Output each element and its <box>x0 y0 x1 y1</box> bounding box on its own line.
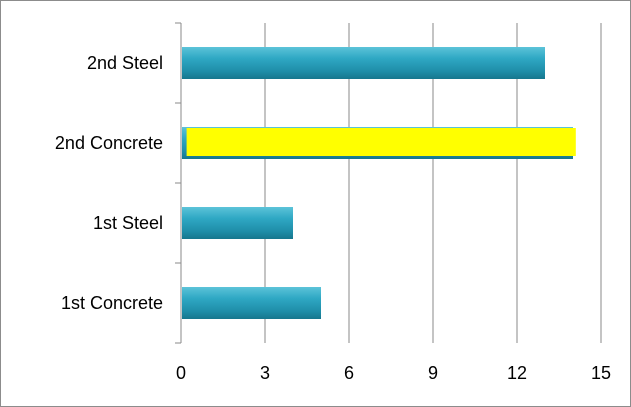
x-tick-label: 3 <box>260 363 270 383</box>
tick-labels: 2nd Steel 2nd Concrete 1st Steel 1st Concre… <box>55 53 611 383</box>
y-tick-label: 2nd Concrete <box>55 133 163 153</box>
y-tick-label: 2nd Steel <box>87 53 163 73</box>
highlight-overlay <box>186 128 576 156</box>
bar-1st-concrete <box>182 287 321 319</box>
x-tick-label: 15 <box>591 363 611 383</box>
x-tick-label: 0 <box>176 363 186 383</box>
x-tick-label: 6 <box>344 363 354 383</box>
bars <box>182 47 576 319</box>
bar-1st-steel <box>182 207 293 239</box>
y-tick-label: 1st Concrete <box>61 293 163 313</box>
y-tick-label: 1st Steel <box>93 213 163 233</box>
x-tick-label: 9 <box>428 363 438 383</box>
x-tick-label: 12 <box>507 363 527 383</box>
bar-2nd-steel <box>182 47 545 79</box>
axes <box>175 22 182 344</box>
